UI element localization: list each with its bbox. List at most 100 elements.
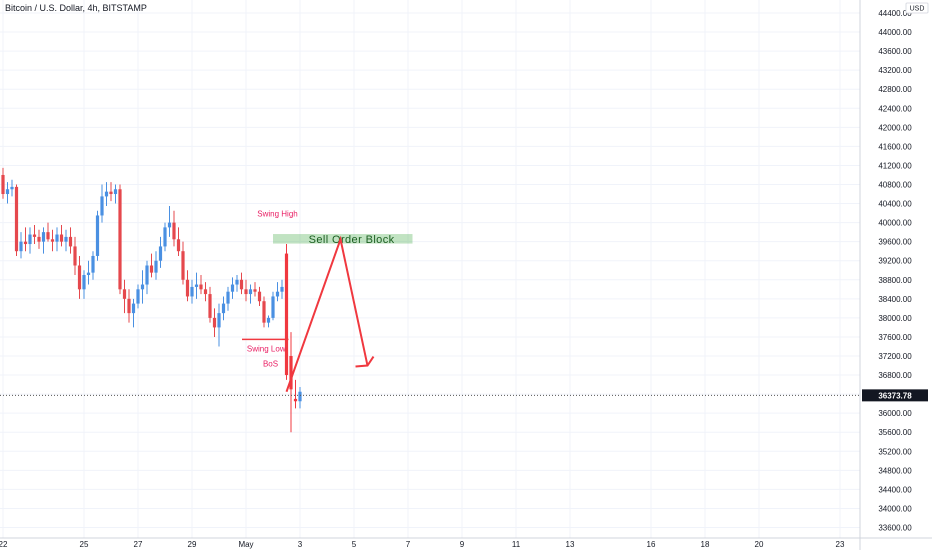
candle-body xyxy=(226,291,230,304)
candle xyxy=(10,179,14,197)
candle-body xyxy=(280,286,284,292)
candle xyxy=(244,279,248,302)
price-tick-label: 36000.00 xyxy=(878,409,912,418)
candle-body xyxy=(271,296,275,318)
price-tick-label: 40400.00 xyxy=(878,200,912,209)
time-tick-label: 18 xyxy=(701,540,710,549)
price-tick-label: 44000.00 xyxy=(878,28,912,37)
candle-body xyxy=(289,356,293,390)
candle xyxy=(172,210,176,247)
candle-body xyxy=(176,239,181,252)
candle xyxy=(199,275,203,295)
price-tick-label: 40800.00 xyxy=(878,181,912,190)
time-tick-label: 29 xyxy=(188,540,197,549)
candle xyxy=(149,253,154,278)
time-tick-label: 23 xyxy=(836,540,845,549)
candle-body xyxy=(149,265,154,273)
candle-body xyxy=(82,275,86,290)
candle-body xyxy=(41,232,46,242)
time-tick-label: 27 xyxy=(134,540,143,549)
candle xyxy=(212,308,217,337)
candle-body xyxy=(46,232,50,240)
candle xyxy=(298,386,302,409)
candle-body xyxy=(257,291,262,302)
swing-high-label: Swing High xyxy=(257,210,297,219)
candle xyxy=(95,210,100,261)
candle-body xyxy=(262,301,266,323)
candle-body xyxy=(1,174,5,195)
projection-arrowhead xyxy=(355,355,375,368)
candle-body xyxy=(95,215,100,256)
candle xyxy=(32,224,37,245)
candle xyxy=(68,227,73,254)
candle xyxy=(230,277,235,299)
time-tick-label: 20 xyxy=(755,540,764,549)
projection-path-line[interactable] xyxy=(285,235,369,393)
candle xyxy=(64,229,68,252)
swing-low-label: Swing Low xyxy=(247,344,286,353)
price-tick-label: 34800.00 xyxy=(878,466,912,475)
candle xyxy=(289,332,293,433)
candle-body xyxy=(181,251,185,280)
candle xyxy=(131,298,136,328)
candle xyxy=(104,182,109,206)
price-tick-label: 41600.00 xyxy=(878,142,912,151)
candle-body xyxy=(208,294,212,318)
time-tick-label: 16 xyxy=(647,540,656,549)
price-tick-label: 38800.00 xyxy=(878,276,912,285)
candle xyxy=(1,167,5,199)
candle-body xyxy=(122,289,127,299)
candle xyxy=(181,241,185,285)
candle xyxy=(55,227,59,252)
currency-badge[interactable] xyxy=(905,2,929,14)
price-tick-label: 38400.00 xyxy=(878,295,912,304)
candle xyxy=(185,270,190,302)
candle-body xyxy=(64,236,68,242)
price-tick-label: 43200.00 xyxy=(878,66,912,75)
candle xyxy=(59,224,64,247)
candle xyxy=(50,229,55,252)
price-tick-label: 44400.00 xyxy=(878,9,912,18)
candle-body xyxy=(212,317,217,328)
candle xyxy=(127,289,131,323)
candle-body xyxy=(136,289,140,304)
candle xyxy=(271,291,275,321)
price-tick-label: 39200.00 xyxy=(878,257,912,266)
candle xyxy=(14,184,19,256)
candle xyxy=(293,379,298,409)
bos-label: BoS xyxy=(263,359,278,368)
price-tick-label: 33600.00 xyxy=(878,524,912,533)
candle xyxy=(118,184,122,295)
candle xyxy=(5,182,10,204)
candle-body xyxy=(275,291,280,297)
candle xyxy=(194,272,199,299)
sell-order-block-zone[interactable] xyxy=(273,234,413,244)
candle xyxy=(284,244,289,380)
candle xyxy=(41,227,46,254)
time-tick-label: 11 xyxy=(512,540,521,549)
candle xyxy=(37,229,41,249)
candle-body xyxy=(104,191,109,197)
candle xyxy=(82,270,86,299)
candle xyxy=(109,182,113,202)
candle-body xyxy=(158,246,163,261)
price-tick-label: 34000.00 xyxy=(878,504,912,513)
candle xyxy=(221,296,226,321)
candle-body xyxy=(68,236,73,247)
time-tick-label: 22 xyxy=(0,540,8,549)
candle-body xyxy=(131,303,136,314)
price-tick-label: 42000.00 xyxy=(878,123,912,132)
time-tick-label: 5 xyxy=(352,540,357,549)
candle-body xyxy=(253,289,257,292)
candle xyxy=(46,222,50,242)
candle xyxy=(226,286,230,311)
candle-body xyxy=(109,191,113,195)
candle xyxy=(217,303,221,347)
sell-order-block-label: Sell Order Block xyxy=(309,234,395,246)
price-tick-label: 39600.00 xyxy=(878,238,912,247)
candle-body xyxy=(140,284,145,290)
candle-body xyxy=(32,234,37,237)
candles-layer xyxy=(1,167,302,433)
